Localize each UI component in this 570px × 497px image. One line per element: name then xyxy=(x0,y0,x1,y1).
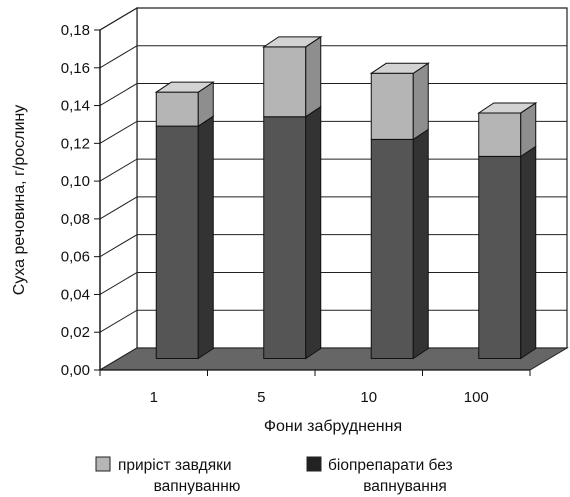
bar-base-front xyxy=(370,138,414,359)
x-tick-label: 1 xyxy=(150,389,158,406)
y-tick-label: 0,06 xyxy=(61,249,90,266)
axes xyxy=(94,29,531,376)
y-tick-label: 0,04 xyxy=(61,286,90,303)
bar-stack-10 xyxy=(369,62,430,360)
legend-swatch-base xyxy=(306,456,322,472)
bar-base-side xyxy=(305,105,322,360)
bar-increase-front xyxy=(370,72,414,140)
bar-base-side xyxy=(412,128,429,360)
x-tick-label: 10 xyxy=(360,389,377,406)
bar-increase-top xyxy=(477,102,538,114)
bar-increase-front xyxy=(263,46,307,118)
legend-swatch-increase xyxy=(95,456,111,472)
bar-increase-side xyxy=(412,62,429,141)
side-wall xyxy=(99,6,138,372)
legend: приріст завдяки вапнуванню біопрепарати … xyxy=(95,456,453,495)
bar-increase-front xyxy=(478,112,522,157)
bar-increase-front xyxy=(155,91,199,127)
bar-increase-side xyxy=(305,35,322,118)
y-tick-label: 0,12 xyxy=(61,135,90,152)
y-tick-label: 0,08 xyxy=(61,211,90,228)
legend-label-increase-line2: вапнуванню xyxy=(154,478,241,495)
bar-base-side xyxy=(520,145,537,360)
bars xyxy=(154,35,538,360)
y-tick-label: 0,14 xyxy=(61,98,90,115)
legend-label-base-line2: вапнування xyxy=(363,478,447,495)
gridline xyxy=(99,45,567,69)
bar-stack-1 xyxy=(154,81,215,360)
bar-base-front xyxy=(478,155,522,359)
legend-label-base-line1: біопрепарати без xyxy=(328,457,453,474)
bar-stack-5 xyxy=(262,35,323,360)
bar-increase-top xyxy=(369,62,430,74)
y-axis-title: Суха речовина, г/рослину xyxy=(11,105,28,295)
bar-base-front xyxy=(263,116,307,359)
bar-base-side xyxy=(197,115,214,360)
gridline xyxy=(99,7,567,31)
x-tick-labels: 1 5 10 100 xyxy=(150,389,489,406)
y-tick-label: 0,16 xyxy=(61,60,90,77)
x-axis-title: Фони забруднення xyxy=(264,418,402,435)
y-tick-label: 0,02 xyxy=(61,324,90,341)
y-tick-label: 0,18 xyxy=(61,22,90,39)
bar-increase-top xyxy=(262,36,323,48)
y-tick-label: 0,00 xyxy=(61,362,90,379)
y-tick-label: 0,10 xyxy=(61,173,90,190)
legend-label-increase-line1: приріст завдяки xyxy=(118,457,232,474)
bar-base-front xyxy=(155,125,199,359)
x-tick-label: 100 xyxy=(464,389,489,406)
bar-increase-top xyxy=(154,81,215,93)
bar-stack-100 xyxy=(477,102,538,360)
y-tick-labels: 0,00 0,02 0,04 0,06 0,08 0,10 0,12 0,14 0,16 0,18 xyxy=(61,22,90,379)
x-tick-label: 5 xyxy=(257,389,265,406)
